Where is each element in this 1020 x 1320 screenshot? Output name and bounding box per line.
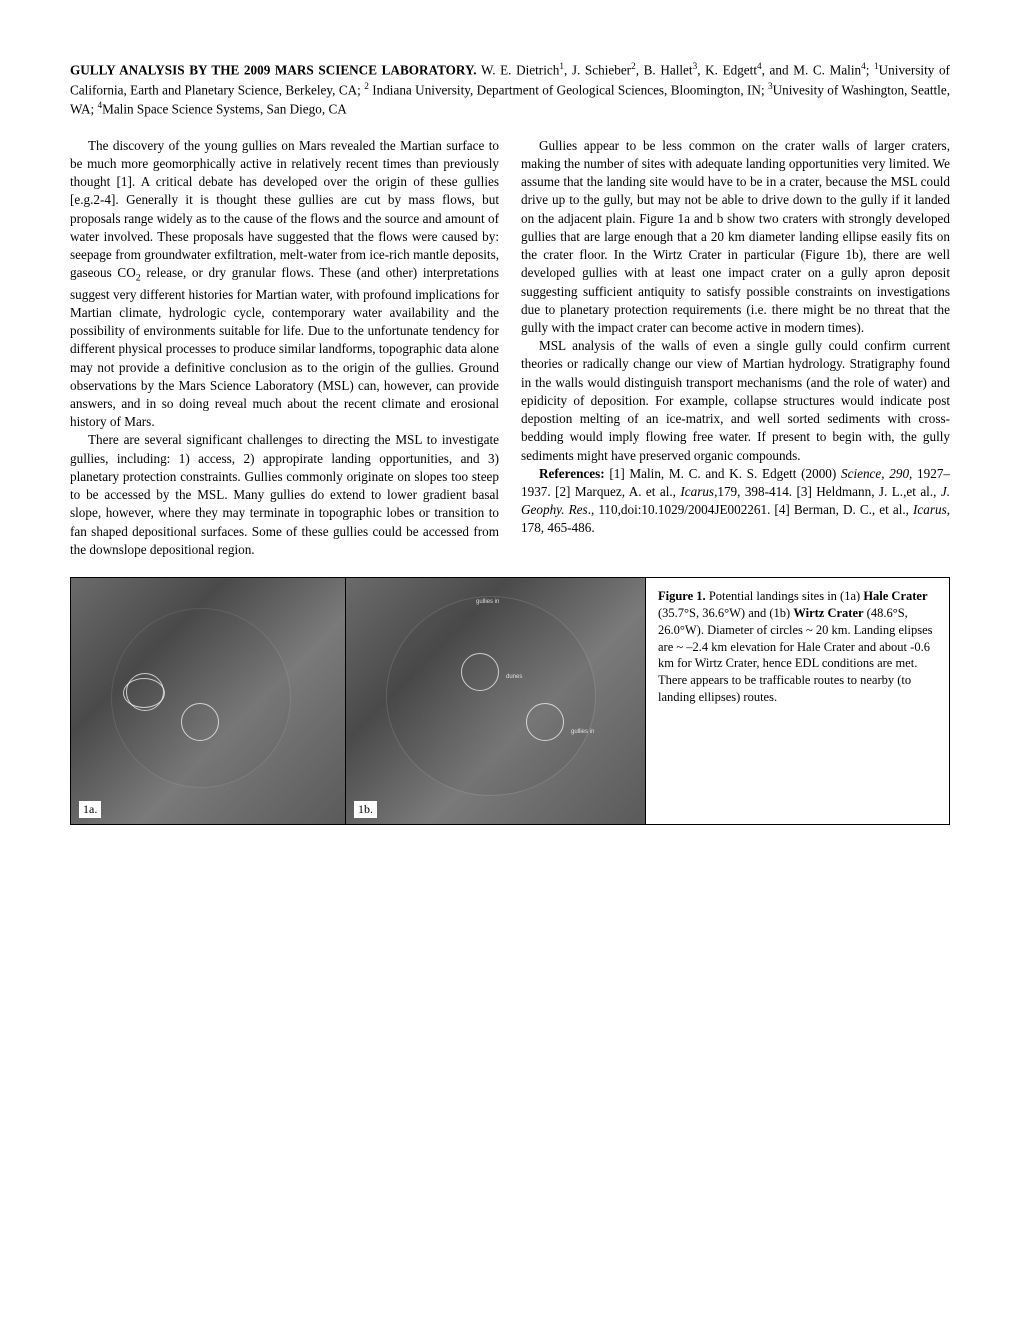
author: , J. Schieber bbox=[564, 62, 631, 77]
ref-italic: Science, 290 bbox=[841, 466, 909, 481]
references-label: References: bbox=[539, 466, 605, 481]
figure-label: 1a. bbox=[79, 801, 101, 818]
figure-1: 1a. gullies in dunes gullies in 1b. Figu… bbox=[70, 577, 950, 825]
text-run: release, or dry granular flows. These (a… bbox=[70, 265, 499, 429]
ref-italic: Icarus bbox=[913, 502, 947, 517]
body-paragraph: MSL analysis of the walls of even a sing… bbox=[521, 337, 950, 465]
paper-title: GULLY ANALYSIS BY THE 2009 MARS SCIENCE … bbox=[70, 62, 477, 77]
right-column: Gullies appear to be less common on the … bbox=[521, 137, 950, 559]
text-run: The discovery of the young gullies on Ma… bbox=[70, 138, 499, 281]
crater-shading bbox=[386, 596, 596, 796]
figure-number: Figure 1. bbox=[658, 589, 706, 603]
annotation-text: dunes bbox=[506, 673, 522, 681]
landing-circle-icon bbox=[461, 653, 499, 691]
caption-text: (35.7°S, 36.6°W) and (1b) bbox=[658, 606, 793, 620]
figure-1b-image: gullies in dunes gullies in 1b. bbox=[346, 578, 646, 824]
figure-caption: Figure 1. Potential landings sites in (1… bbox=[646, 578, 949, 824]
affiliation: Indiana University, Department of Geolog… bbox=[369, 82, 768, 97]
ref-text: ,179, 398-414. [3] Heldmann, J. L.,et al… bbox=[714, 484, 941, 499]
body-paragraph: The discovery of the young gullies on Ma… bbox=[70, 137, 499, 432]
left-column: The discovery of the young gullies on Ma… bbox=[70, 137, 499, 559]
landing-circle-icon bbox=[526, 703, 564, 741]
crater-name: Wirtz Crater bbox=[793, 606, 863, 620]
body-paragraph: Gullies appear to be less common on the … bbox=[521, 137, 950, 337]
author: , K. Edgett bbox=[697, 62, 757, 77]
landing-ellipse-icon bbox=[123, 678, 165, 708]
two-column-body: The discovery of the young gullies on Ma… bbox=[70, 137, 950, 559]
ref-italic: Icarus bbox=[680, 484, 714, 499]
figure-label: 1b. bbox=[354, 801, 377, 818]
landing-circle-icon bbox=[181, 703, 219, 741]
author: , B. Hallet bbox=[636, 62, 693, 77]
ref-text: ., 110,doi:10.1029/2004JE002261. [4] Ber… bbox=[588, 502, 913, 517]
affiliation: Malin Space Science Systems, San Diego, … bbox=[102, 102, 347, 117]
annotation-text: gullies in bbox=[571, 728, 594, 736]
caption-text: Potential landings sites in (1a) bbox=[706, 589, 864, 603]
ref-text: [1] Malin, M. C. and K. S. Edgett (2000) bbox=[605, 466, 841, 481]
author-list: W. E. Dietrich bbox=[477, 62, 560, 77]
crater-name: Hale Crater bbox=[863, 589, 927, 603]
caption-text: (48.6°S, 26.0°W). Diameter of circles ~ … bbox=[658, 606, 933, 704]
title-block: GULLY ANALYSIS BY THE 2009 MARS SCIENCE … bbox=[70, 60, 950, 119]
author: , and M. C. Malin bbox=[762, 62, 861, 77]
affil-sep: ; bbox=[866, 62, 874, 77]
body-paragraph: There are several significant challenges… bbox=[70, 431, 499, 559]
annotation-text: gullies in bbox=[476, 598, 499, 606]
figure-1a-image: 1a. bbox=[71, 578, 346, 824]
references-paragraph: References: [1] Malin, M. C. and K. S. E… bbox=[521, 465, 950, 538]
